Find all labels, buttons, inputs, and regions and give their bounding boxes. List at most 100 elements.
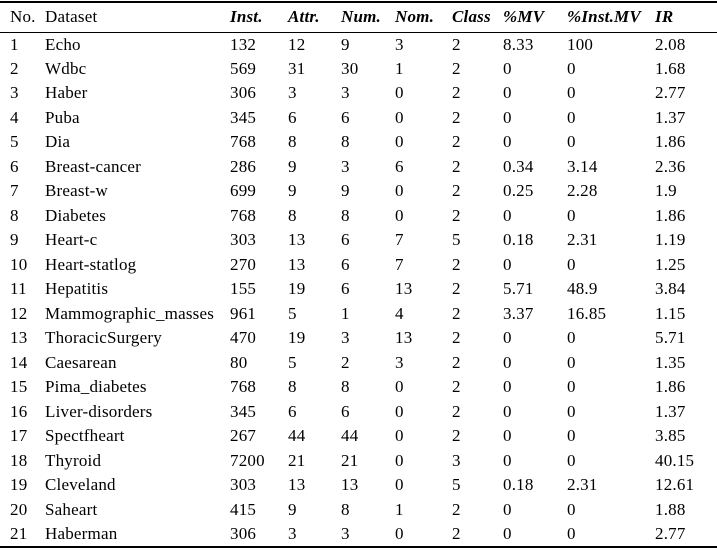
table-cell-nom: 0 <box>395 181 404 201</box>
column-header-dataset: Dataset <box>45 7 98 27</box>
table-cell-ir: 2.77 <box>655 83 686 103</box>
table-cell-attr: 13 <box>288 230 306 250</box>
table-cell-ir: 1.37 <box>655 401 686 421</box>
table-cell-pct-mv: 0 <box>503 83 512 103</box>
table-header: No. Dataset Inst. Attr. Num. Nom. Class %MV %Ins… <box>0 2 717 32</box>
table-cell-no: 3 <box>10 83 19 103</box>
table-cell-inst: 470 <box>230 328 257 348</box>
table-cell-dataset: Breast-w <box>45 181 108 201</box>
table-cell-class: 5 <box>452 230 461 250</box>
table-cell-ir: 1.15 <box>655 303 686 323</box>
table-cell-dataset: Puba <box>45 107 80 127</box>
table-cell-ir: 1.88 <box>655 499 686 519</box>
table-cell-nom: 0 <box>395 107 404 127</box>
table-cell-num: 9 <box>341 34 350 54</box>
table-cell-nom: 0 <box>395 132 404 152</box>
table-cell-nom: 7 <box>395 254 404 274</box>
table-cell-pct-inst-mv: 0 <box>567 523 576 543</box>
table-row: 19 Cleveland 303 13 13 0 5 0.18 2.31 12.61 <box>0 473 717 498</box>
table-cell-pct-inst-mv: 2.31 <box>567 475 598 495</box>
table-cell-pct-mv: 0 <box>503 377 512 397</box>
table-cell-attr: 31 <box>288 58 306 78</box>
table-cell-ir: 1.25 <box>655 254 686 274</box>
table-cell-no: 19 <box>10 475 28 495</box>
table-cell-inst: 768 <box>230 132 257 152</box>
table-cell-nom: 0 <box>395 401 404 421</box>
table-cell-dataset: Mammographic_masses <box>45 303 215 323</box>
table-cell-pct-inst-mv: 16.85 <box>567 303 607 323</box>
table-cell-dataset: Saheart <box>45 499 98 519</box>
table-cell-inst: 132 <box>230 34 257 54</box>
table-cell-ir: 1.86 <box>655 132 686 152</box>
table-cell-class: 3 <box>452 450 461 470</box>
table-cell-inst: 306 <box>230 523 257 543</box>
table-cell-pct-inst-mv: 0 <box>567 58 576 78</box>
table-cell-dataset: Wdbc <box>45 58 87 78</box>
table-cell-pct-mv: 0 <box>503 352 512 372</box>
table-cell-num: 8 <box>341 377 350 397</box>
table-cell-dataset: ThoracicSurgery <box>45 328 162 348</box>
table-cell-attr: 6 <box>288 401 297 421</box>
table-cell-dataset: Diabetes <box>45 205 107 225</box>
table-cell-nom: 0 <box>395 83 404 103</box>
table-cell-pct-mv: 0.25 <box>503 181 534 201</box>
table-cell-class: 2 <box>452 156 461 176</box>
table-cell-pct-mv: 0 <box>503 132 512 152</box>
table-cell-num: 3 <box>341 523 350 543</box>
table-cell-dataset: Heart-c <box>45 230 98 250</box>
table-cell-dataset: Dia <box>45 132 71 152</box>
table-cell-nom: 0 <box>395 475 404 495</box>
table-cell-num: 6 <box>341 279 350 299</box>
table-cell-attr: 8 <box>288 132 297 152</box>
table-cell-nom: 0 <box>395 377 404 397</box>
table-cell-class: 2 <box>452 401 461 421</box>
table-cell-class: 2 <box>452 426 461 446</box>
table-cell-attr: 5 <box>288 352 297 372</box>
table-cell-attr: 9 <box>288 499 297 519</box>
column-header-attr: Attr. <box>288 7 320 27</box>
table-cell-attr: 9 <box>288 181 297 201</box>
table-cell-class: 2 <box>452 377 461 397</box>
table-cell-nom: 0 <box>395 205 404 225</box>
table-row: 13 ThoracicSurgery 470 19 3 13 2 0 0 5.71 <box>0 326 717 351</box>
table-cell-pct-inst-mv: 0 <box>567 107 576 127</box>
table-cell-nom: 13 <box>395 279 413 299</box>
table-cell-ir: 2.77 <box>655 523 686 543</box>
table-cell-inst: 306 <box>230 83 257 103</box>
table-cell-no: 12 <box>10 303 28 323</box>
table-cell-dataset: Thyroid <box>45 450 102 470</box>
table-cell-class: 2 <box>452 58 461 78</box>
table-cell-pct-inst-mv: 2.28 <box>567 181 598 201</box>
table-row: 21 Haberman 306 3 3 0 2 0 0 2.77 <box>0 522 717 547</box>
table-cell-pct-mv: 0.18 <box>503 475 534 495</box>
table-cell-ir: 1.9 <box>655 181 677 201</box>
table-cell-pct-mv: 3.37 <box>503 303 534 323</box>
table-cell-attr: 21 <box>288 450 306 470</box>
table-cell-inst: 286 <box>230 156 257 176</box>
table-cell-dataset: Breast-cancer <box>45 156 142 176</box>
table-cell-num: 3 <box>341 156 350 176</box>
table-cell-nom: 0 <box>395 523 404 543</box>
table-cell-attr: 19 <box>288 328 306 348</box>
table-cell-pct-mv: 0 <box>503 426 512 446</box>
table-cell-no: 13 <box>10 328 28 348</box>
table-cell-num: 8 <box>341 205 350 225</box>
table-row: 4 Puba 345 6 6 0 2 0 0 1.37 <box>0 106 717 131</box>
table-cell-inst: 267 <box>230 426 257 446</box>
table-cell-ir: 1.86 <box>655 377 686 397</box>
table-cell-num: 44 <box>341 426 359 446</box>
table-cell-class: 2 <box>452 523 461 543</box>
table-cell-pct-inst-mv: 100 <box>567 34 594 54</box>
table-cell-no: 4 <box>10 107 19 127</box>
table-cell-ir: 3.85 <box>655 426 686 446</box>
table-row: 6 Breast-cancer 286 9 3 6 2 0.34 3.14 2.36 <box>0 155 717 180</box>
table-cell-pct-inst-mv: 0 <box>567 450 576 470</box>
table-cell-no: 10 <box>10 254 28 274</box>
table-cell-attr: 13 <box>288 475 306 495</box>
table-cell-attr: 9 <box>288 156 297 176</box>
table-row: 1 Echo 132 12 9 3 2 8.33 100 2.08 <box>0 32 717 57</box>
table-cell-pct-inst-mv: 0 <box>567 254 576 274</box>
table-cell-class: 2 <box>452 303 461 323</box>
table-cell-class: 2 <box>452 83 461 103</box>
